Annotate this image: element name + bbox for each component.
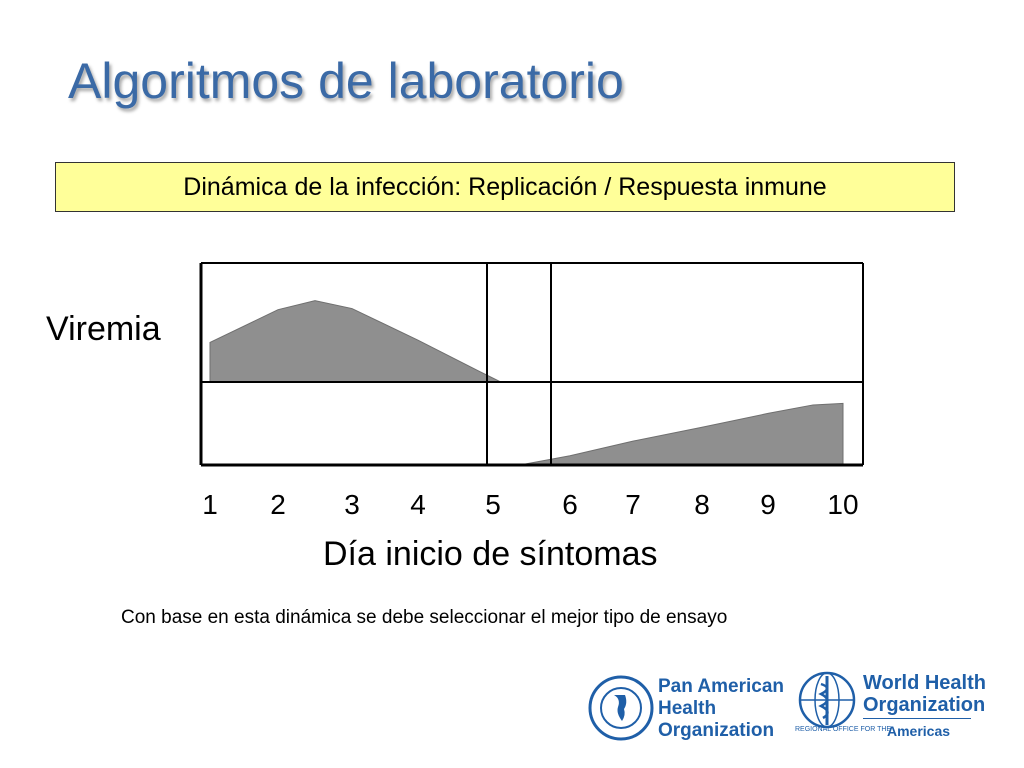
paho-seal-icon bbox=[588, 675, 654, 741]
paho-line3: Organization bbox=[658, 720, 775, 741]
slide-title: Algoritmos de laboratorio bbox=[68, 53, 624, 109]
x-tick-label: 2 bbox=[270, 489, 286, 520]
who-line2: Organization bbox=[863, 694, 986, 716]
x-tick-label: 3 bbox=[344, 489, 360, 520]
paho-line1: Pan American bbox=[658, 676, 785, 697]
x-tick-label: 1 bbox=[202, 489, 218, 520]
who-logo: World Health Organization REGIONAL OFFIC… bbox=[795, 668, 986, 744]
row-label-viremia: Viremia bbox=[46, 310, 161, 348]
who-line3: Americas bbox=[887, 723, 951, 739]
x-tick-label: 7 bbox=[625, 489, 641, 520]
paho-logo: Pan American Health Organization bbox=[586, 672, 786, 744]
x-tick-label: 4 bbox=[410, 489, 426, 520]
x-tick-label: 5 bbox=[485, 489, 501, 520]
x-tick-labels: 1 2 3 4 5 6 7 8 9 10 bbox=[202, 489, 858, 520]
chart-frame bbox=[199, 262, 864, 467]
who-divider bbox=[863, 718, 971, 719]
who-emblem-icon bbox=[798, 671, 856, 729]
x-tick-label: 9 bbox=[760, 489, 776, 520]
x-axis-label: Día inicio de síntomas bbox=[323, 535, 658, 573]
note-text: Con base en esta dinámica se debe selecc… bbox=[121, 607, 728, 628]
x-tick-label: 8 bbox=[694, 489, 710, 520]
x-tick-label: 10 bbox=[827, 489, 858, 520]
subtitle-box: Dinámica de la infección: Replicación / … bbox=[55, 162, 955, 212]
paho-line2: Health bbox=[658, 698, 717, 719]
x-tick-label: 6 bbox=[562, 489, 578, 520]
chart-areas bbox=[209, 300, 844, 466]
area-series-2 bbox=[519, 402, 844, 466]
who-region-prefix: REGIONAL OFFICE FOR THE bbox=[795, 726, 892, 733]
who-line1: World Health bbox=[863, 672, 986, 694]
area-series-1 bbox=[209, 300, 501, 383]
